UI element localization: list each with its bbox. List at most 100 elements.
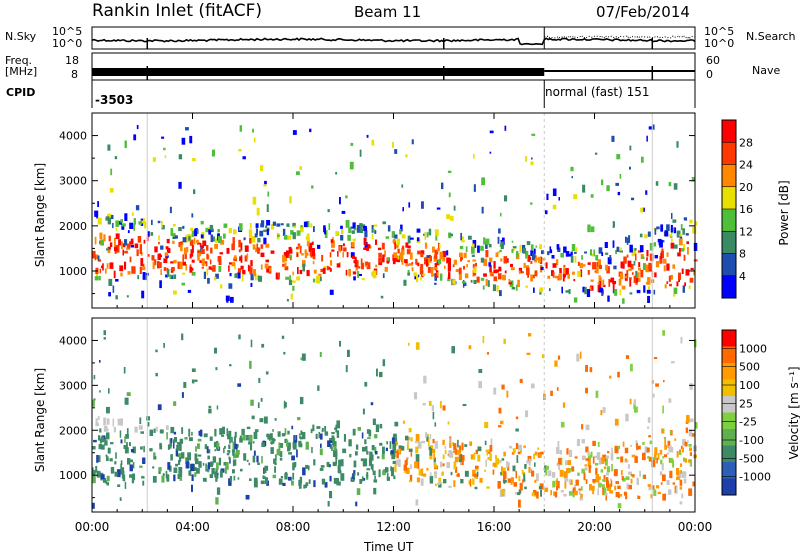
scatter-cell [672, 264, 676, 269]
scatter-cell [628, 277, 632, 280]
scatter-cell [653, 289, 656, 295]
scatter-cell [342, 243, 345, 247]
scatter-cell [536, 491, 539, 499]
scatter-cell [280, 223, 284, 226]
scatter-cell [207, 277, 210, 284]
scatter-cell [180, 244, 183, 252]
scatter-cell [500, 212, 502, 217]
scatter-cell [129, 222, 134, 229]
scatter-cell [94, 276, 99, 281]
scatter-cell [691, 433, 695, 437]
scatter-cell [645, 282, 649, 285]
scatter-cell [493, 387, 497, 395]
scatter-cell [120, 463, 122, 469]
scatter-cell [643, 285, 646, 293]
scatter-cell [490, 438, 493, 445]
scatter-cell [99, 428, 102, 433]
scatter-cell [254, 429, 259, 433]
scatter-cell [308, 479, 311, 484]
scatter-cell [360, 258, 363, 265]
scatter-cell [519, 270, 521, 274]
scatter-cell [534, 479, 537, 483]
scatter-cell [570, 255, 574, 263]
scatter-cell [237, 477, 240, 480]
scatter-cell [461, 442, 464, 451]
scatter-cell [616, 154, 621, 160]
scatter-cell [93, 439, 97, 443]
scatter-cell [475, 449, 478, 455]
scatter-cell [275, 272, 280, 280]
scatter-cell [382, 254, 385, 263]
scatter-cell [653, 242, 657, 247]
scatter-cell [633, 402, 636, 410]
scatter-cell [556, 478, 558, 485]
scatter-cell [284, 266, 289, 271]
scatter-cell [93, 398, 96, 401]
scatter-cell [453, 443, 457, 450]
scatter-cell [340, 473, 345, 481]
scatter-cell [585, 446, 589, 453]
scatter-cell [317, 244, 321, 249]
scatter-cell [442, 254, 446, 262]
scatter-cell [187, 289, 192, 293]
scatter-cell [393, 449, 396, 458]
scatter-cell [281, 433, 286, 437]
scatter-cell [149, 448, 153, 452]
scatter-cell [139, 465, 143, 468]
scatter-cell [417, 274, 420, 278]
scatter-cell [104, 268, 107, 274]
scatter-cell [439, 251, 443, 260]
scatter-cell [125, 434, 129, 439]
scatter-cell [238, 249, 241, 253]
scatter-cell [560, 252, 564, 258]
scatter-cell [594, 463, 599, 466]
scatter-cell [630, 474, 635, 477]
scatter-cell [422, 403, 426, 406]
scatter-cell [177, 473, 180, 479]
scatter-cell [625, 275, 628, 279]
scatter-cell [299, 436, 303, 440]
scatter-cell [500, 420, 504, 425]
scatter-cell [551, 270, 554, 276]
scatter-cell [504, 270, 507, 274]
scatter-cell [595, 152, 598, 155]
scatter-cell [581, 424, 584, 430]
scatter-cell [646, 135, 648, 142]
scatter-cell [468, 235, 472, 240]
scatter-cell [649, 440, 653, 445]
scatter-cell [185, 457, 190, 464]
scatter-cell [140, 446, 143, 450]
scatter-cell [366, 451, 369, 455]
scatter-cell [299, 166, 302, 170]
scatter-cell [556, 485, 558, 491]
panel-1-colorbar-tick-label: 24 [739, 159, 753, 172]
scatter-cell [603, 487, 607, 496]
scatter-cell [181, 427, 184, 434]
scatter-cell [409, 263, 413, 266]
scatter-cell [588, 454, 592, 460]
scatter-cell [373, 487, 377, 495]
scatter-cell [306, 240, 310, 247]
scatter-cell [627, 260, 632, 268]
scatter-cell [147, 254, 150, 257]
scatter-cell [511, 248, 514, 253]
scatter-cell [384, 266, 388, 272]
nsky-tick-top: 10^5 [52, 25, 83, 38]
scatter-cell [94, 255, 97, 261]
scatter-cell [662, 330, 665, 336]
scatter-cell [237, 453, 240, 458]
scatter-cell [106, 482, 109, 486]
scatter-cell [105, 217, 110, 221]
scatter-cell [625, 476, 630, 481]
scatter-cell [214, 428, 217, 437]
scatter-cell [602, 284, 606, 287]
scatter-cell [403, 464, 407, 472]
scatter-cell [293, 225, 296, 229]
scatter-cell [515, 428, 519, 432]
scatter-cell [348, 269, 351, 277]
scatter-cell [191, 245, 194, 253]
scatter-cell [229, 437, 231, 444]
scatter-cell [677, 252, 681, 257]
scatter-cell [615, 481, 619, 485]
scatter-cell [364, 458, 368, 467]
